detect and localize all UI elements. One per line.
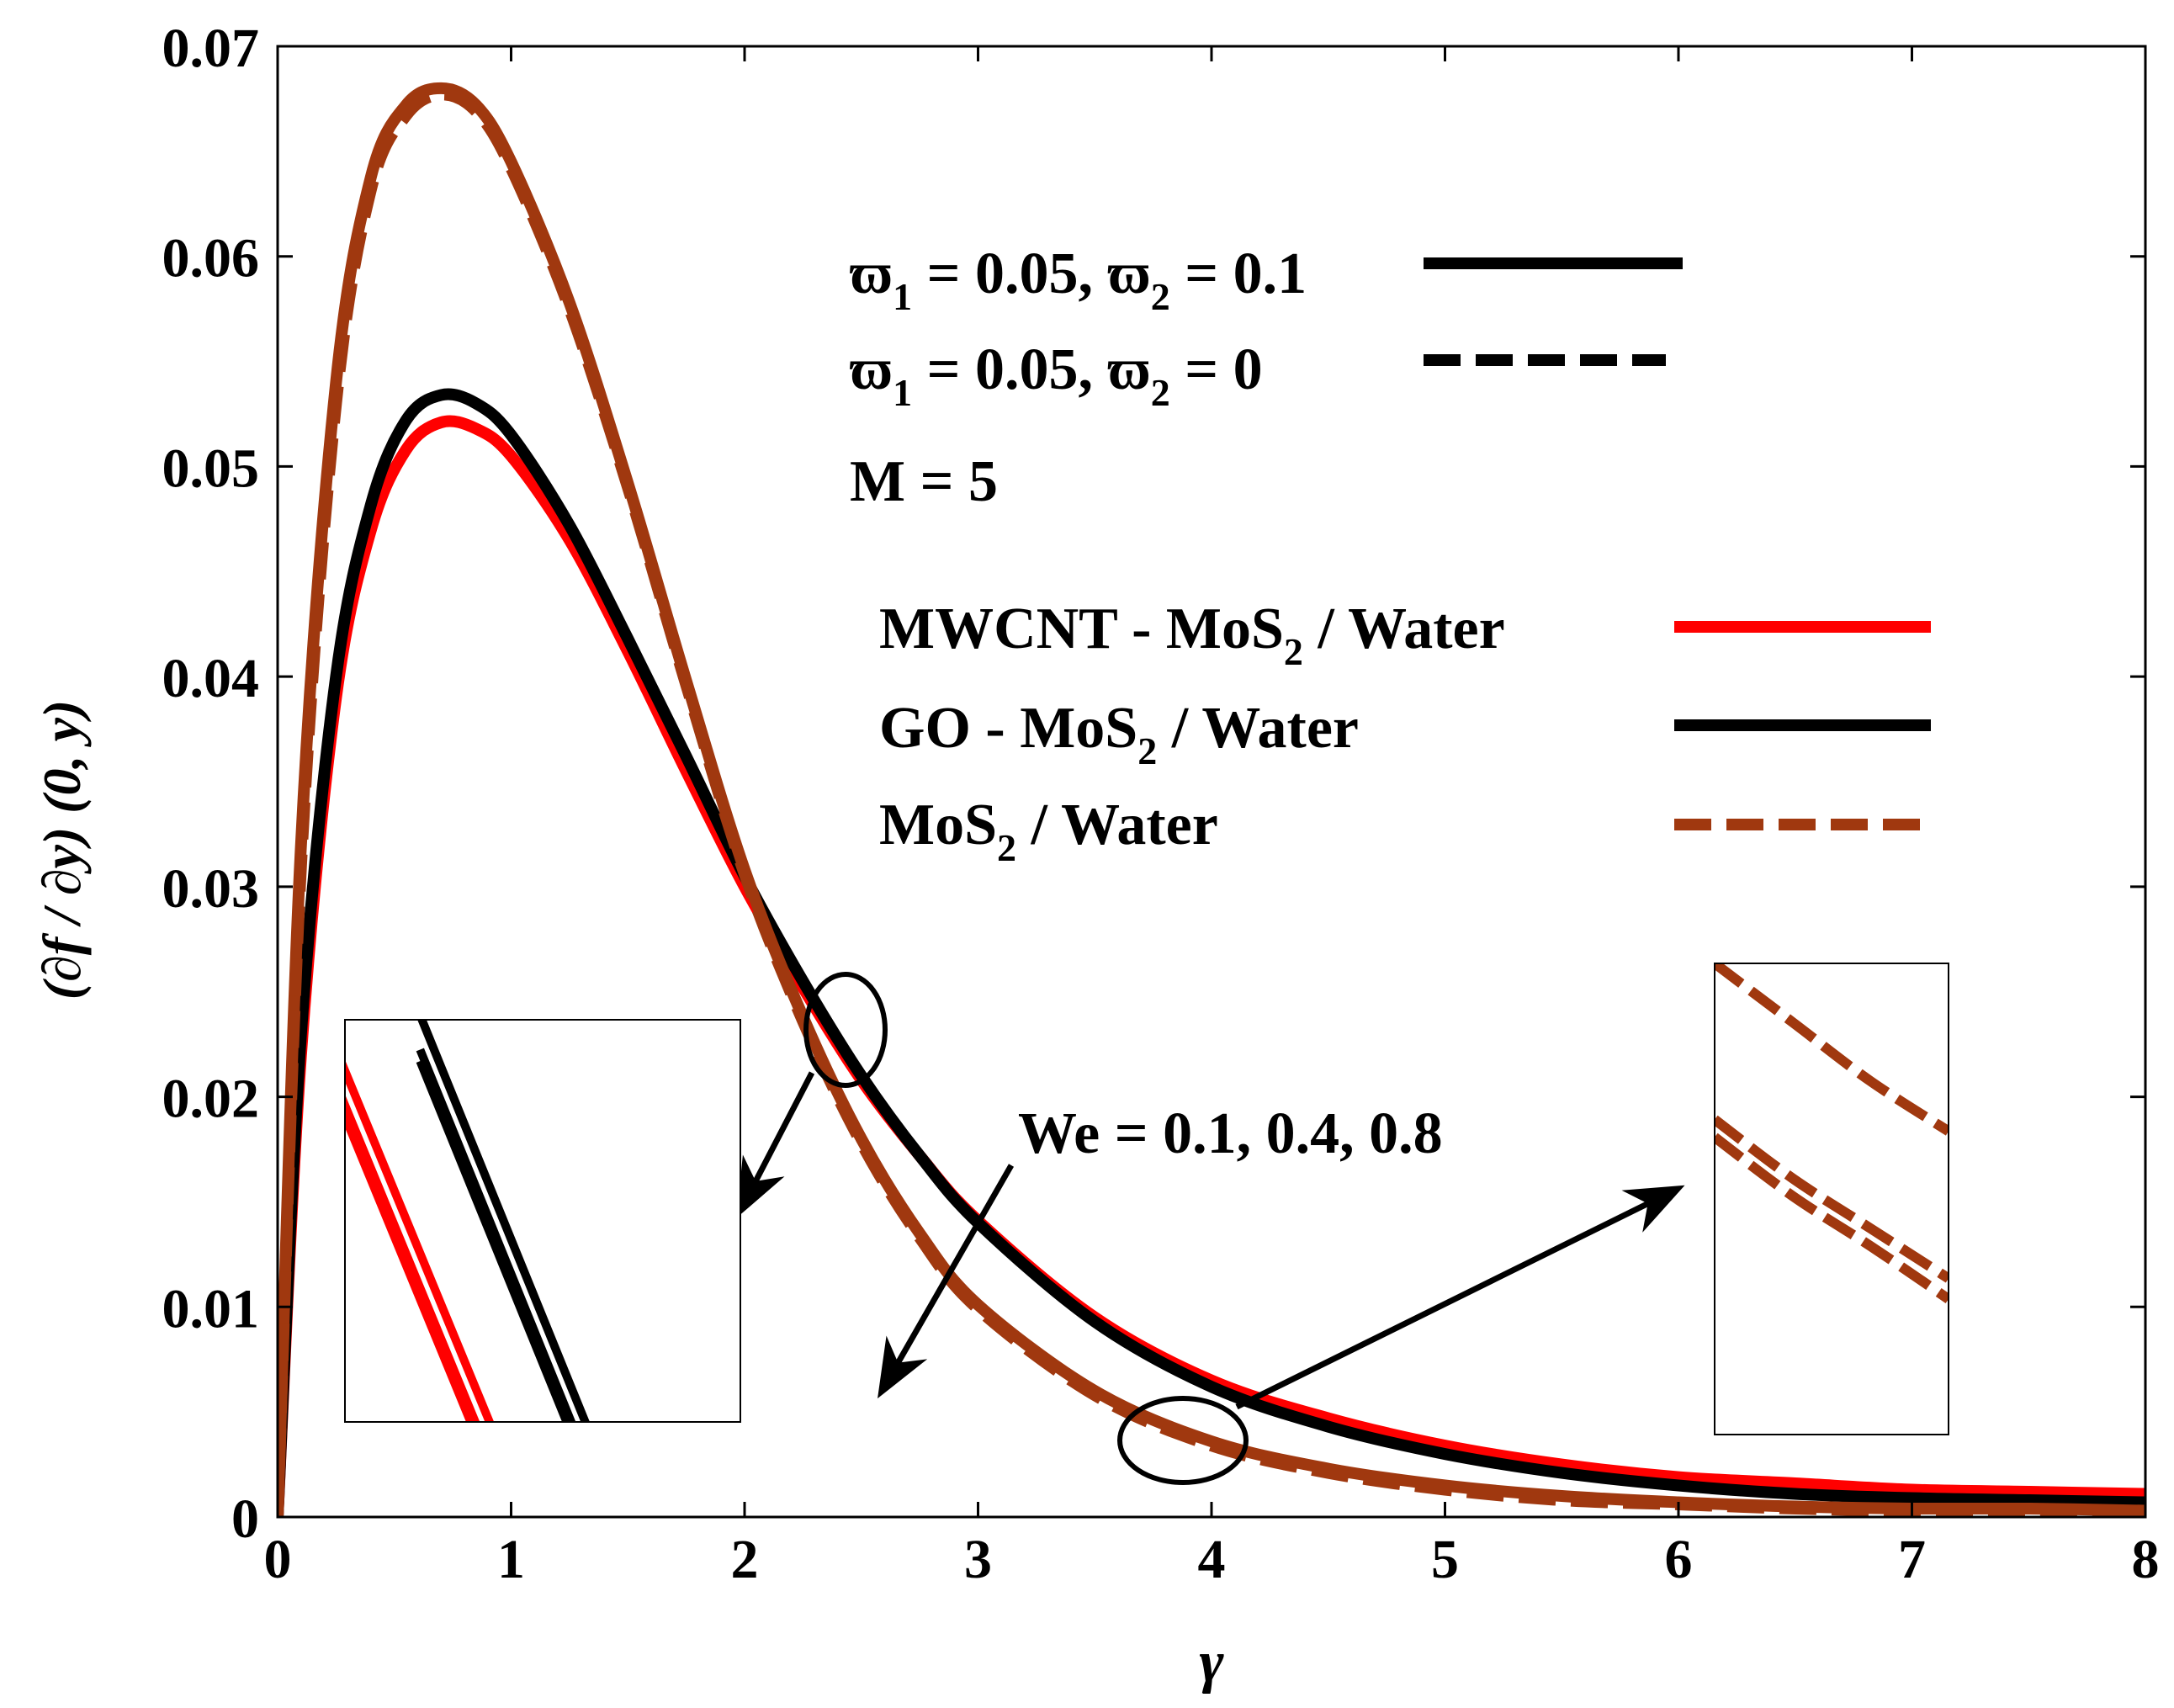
x-tick-label-6: 6 bbox=[1665, 1529, 1693, 1590]
y-tick-label-0: 0 bbox=[231, 1488, 259, 1550]
param-text-2a: = 0.05, bbox=[912, 337, 1107, 402]
legend-label-mos2: MoS2 / Water bbox=[879, 793, 1218, 869]
legend-mos2-sub: 2 bbox=[997, 826, 1016, 869]
zoom-arrow-2 bbox=[1235, 1185, 1685, 1410]
inset-1-line-0-0 bbox=[345, 1105, 475, 1422]
inset-2-line-0 bbox=[1715, 963, 1949, 1136]
param-text-1a: = 0.05, bbox=[912, 241, 1107, 306]
x-tick-label-5: 5 bbox=[1431, 1529, 1459, 1590]
series-layer bbox=[278, 82, 2145, 1517]
zoom-arrow-1 bbox=[736, 1071, 815, 1218]
x-tick-label-1: 1 bbox=[497, 1529, 525, 1590]
zoom-ellipse-1 bbox=[803, 972, 888, 1088]
y-tick-label-3: 0.03 bbox=[162, 858, 260, 920]
phi-sub-2b: 2 bbox=[1151, 371, 1170, 414]
phi-symbol-1a: ϖ bbox=[850, 241, 893, 306]
series-line-2 bbox=[278, 388, 2145, 1517]
phi-sub-1a: 1 bbox=[893, 275, 912, 318]
legend-go-post: / Water bbox=[1157, 696, 1359, 761]
inset-2-line-2 bbox=[1715, 1132, 1949, 1303]
legend-label-mwcnt: MWCNT - MoS2 / Water bbox=[879, 597, 1505, 673]
param-text-2b: = 0 bbox=[1170, 337, 1263, 402]
legend: MWCNT - MoS2 / Water GO - MoS2 / Water M… bbox=[879, 597, 1931, 869]
inset-1-series bbox=[345, 1020, 591, 1422]
inset-2-series bbox=[1715, 963, 1949, 1303]
phi-sub-2a: 1 bbox=[893, 371, 912, 414]
y-axis-label: (∂f / ∂y) (0, y) bbox=[32, 700, 92, 1000]
zoom-ellipse-2 bbox=[1117, 1396, 1249, 1485]
legend-go-sub: 2 bbox=[1137, 729, 1157, 772]
legend-label-go: GO - MoS2 / Water bbox=[879, 696, 1359, 772]
y-tick-label-7: 0.07 bbox=[162, 18, 260, 79]
legend-go-pre: GO - MoS bbox=[879, 696, 1137, 761]
y-tick-label-5: 0.05 bbox=[162, 438, 260, 499]
m-label: M = 5 bbox=[850, 449, 998, 514]
inset-1-line-1-2 bbox=[417, 1020, 591, 1422]
series-line-4 bbox=[278, 88, 2145, 1517]
inset-2-line-1 bbox=[1715, 1115, 1949, 1283]
x-tick-label-4: 4 bbox=[1198, 1529, 1226, 1590]
ticks-layer: 0 1 2 3 4 5 6 7 8 0 0.01 0.02 0.03 0.04 0.05 0.06 0.07 bbox=[162, 18, 2160, 1590]
y-tick-label-2: 0.02 bbox=[162, 1069, 260, 1130]
legend-mwcnt-sub: 2 bbox=[1284, 630, 1303, 673]
param-label-2: ϖ1 = 0.05, ϖ2 = 0 bbox=[850, 337, 1263, 414]
x-axis-label: γ bbox=[1199, 1630, 1224, 1695]
x-tick-label-3: 3 bbox=[964, 1529, 992, 1590]
legend-mwcnt-pre: MWCNT - MoS bbox=[879, 597, 1284, 661]
legend-mos2-post: / Water bbox=[1016, 793, 1218, 857]
inset-2-frame bbox=[1714, 963, 1949, 1435]
we-label: We = 0.1, 0.4, 0.8 bbox=[1018, 1101, 1443, 1166]
param-label-1: ϖ1 = 0.05, ϖ2 = 0.1 bbox=[850, 241, 1307, 318]
phi-symbol-2b: ϖ bbox=[1108, 337, 1151, 402]
x-tick-label-0: 0 bbox=[264, 1529, 292, 1590]
x-tick-label-8: 8 bbox=[2132, 1529, 2160, 1590]
inset-1-frame bbox=[344, 1019, 741, 1423]
y-tick-label-6: 0.06 bbox=[162, 228, 260, 289]
we-arrow bbox=[878, 1164, 1015, 1399]
y-tick-label-1: 0.01 bbox=[162, 1278, 260, 1339]
x-tick-label-2: 2 bbox=[731, 1529, 759, 1590]
inset-1-line-0-1 bbox=[345, 1094, 480, 1422]
legend-mwcnt-post: / Water bbox=[1303, 597, 1505, 661]
phi-symbol-2a: ϖ bbox=[850, 337, 893, 402]
x-tick-label-7: 7 bbox=[1898, 1529, 1926, 1590]
phi-symbol-1b: ϖ bbox=[1108, 241, 1151, 306]
phi-sub-1b: 2 bbox=[1151, 275, 1170, 318]
y-tick-label-4: 0.04 bbox=[162, 648, 260, 709]
param-text-1b: = 0.1 bbox=[1170, 241, 1307, 306]
inset-1-line-1-1 bbox=[416, 1048, 576, 1422]
inset-1-line-0-2 bbox=[345, 1059, 495, 1422]
legend-mos2-pre: MoS bbox=[879, 793, 997, 857]
inset-1-line-1-0 bbox=[416, 1059, 571, 1422]
